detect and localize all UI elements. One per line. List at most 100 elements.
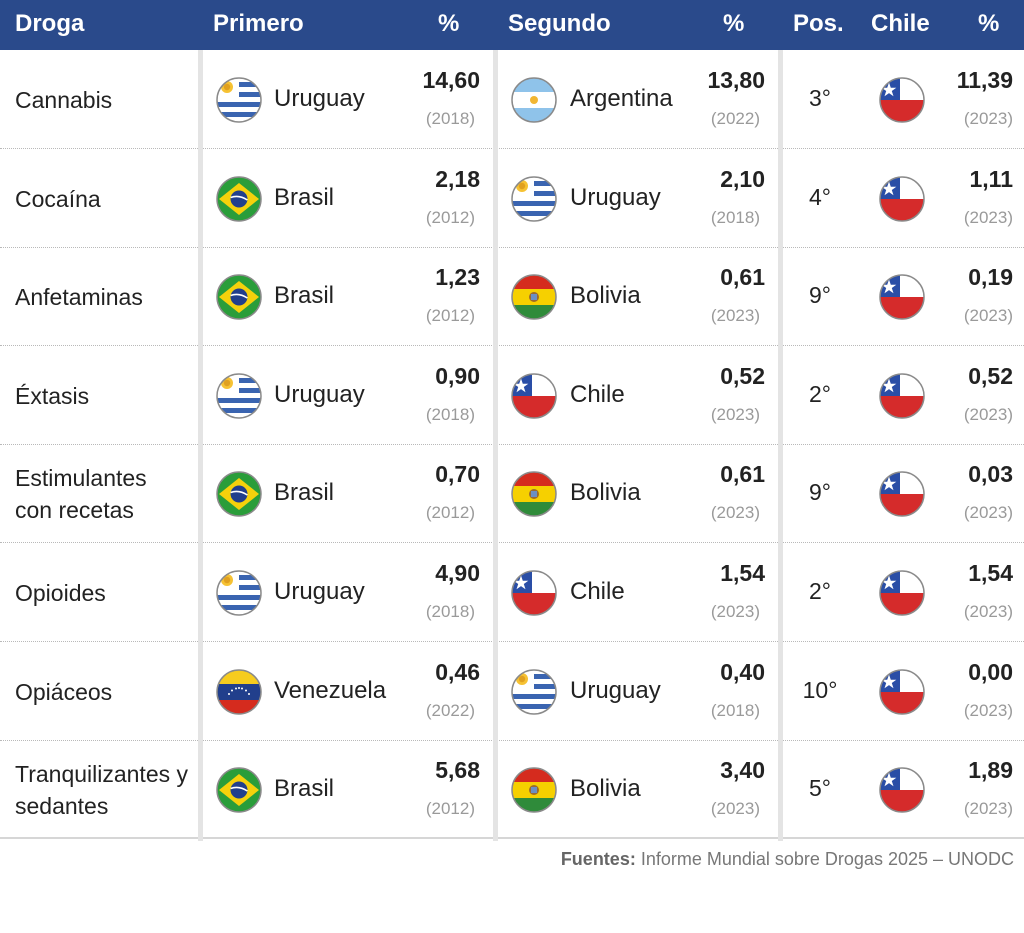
second-value: 0,61 xyxy=(720,264,765,290)
venezuela-flag-icon xyxy=(215,668,263,716)
first-country: Uruguay xyxy=(274,578,365,605)
table-row: Tranquilizantes y sedantes Brasil 5,68 (201… xyxy=(0,741,1024,839)
header-percent-second: % xyxy=(723,10,745,37)
first-year: (2012) xyxy=(425,306,475,325)
chile-year: (2023) xyxy=(963,799,1013,818)
brazil-flag-icon xyxy=(215,766,263,814)
uruguay-flag-icon xyxy=(510,668,558,716)
chile-flag-icon xyxy=(878,76,926,124)
chile-flag-icon xyxy=(878,668,926,716)
chile-year: (2023) xyxy=(963,109,1013,128)
drug-name: Cannabis xyxy=(15,87,113,113)
chile-position: 3° xyxy=(809,85,831,111)
header-percent-chile: % xyxy=(978,10,1000,37)
first-value: 0,90 xyxy=(435,363,480,389)
second-year: (2023) xyxy=(710,503,760,522)
first-year: (2018) xyxy=(425,109,475,128)
second-value: 13,80 xyxy=(707,67,765,93)
first-value: 14,60 xyxy=(422,67,480,93)
second-year: (2023) xyxy=(710,405,760,424)
second-country: Bolivia xyxy=(570,282,641,309)
second-country: Argentina xyxy=(570,85,673,112)
second-country: Uruguay xyxy=(570,677,661,704)
uruguay-flag-icon xyxy=(215,372,263,420)
chile-year: (2023) xyxy=(963,208,1013,227)
table-row: Cocaína Brasil 2,18 (2012) Uruguay 2,10 (2018)… xyxy=(0,150,1024,248)
column-divider xyxy=(778,50,783,841)
chile-flag-icon xyxy=(878,175,926,223)
second-country: Chile xyxy=(570,578,625,605)
first-year: (2018) xyxy=(425,602,475,621)
source-label: Fuentes: xyxy=(560,849,636,869)
second-value: 2,10 xyxy=(720,166,765,192)
second-value: 0,52 xyxy=(720,363,765,389)
chile-flag-icon xyxy=(510,569,558,617)
chile-position: 4° xyxy=(809,184,831,210)
drug-name: Opioides xyxy=(15,580,106,606)
header-chile: Chile xyxy=(871,10,930,37)
chile-year: (2023) xyxy=(963,306,1013,325)
chile-flag-icon xyxy=(878,470,926,518)
second-year: (2023) xyxy=(710,602,760,621)
chile-value: 0,03 xyxy=(968,461,1013,487)
second-country: Uruguay xyxy=(570,184,661,211)
bolivia-flag-icon xyxy=(510,470,558,518)
first-country: Uruguay xyxy=(274,381,365,408)
chile-value: 11,39 xyxy=(956,67,1013,93)
chile-year: (2023) xyxy=(963,405,1013,424)
column-divider xyxy=(493,50,498,841)
second-year: (2022) xyxy=(710,109,760,128)
table-row: Anfetaminas Brasil 1,23 (2012) Bolivia 0,61 (2… xyxy=(0,248,1024,346)
chile-position: 2° xyxy=(809,578,831,604)
header-droga: Droga xyxy=(15,10,85,37)
header-pos: Pos. xyxy=(793,10,844,37)
header-segundo: Segundo xyxy=(508,10,611,37)
uruguay-flag-icon xyxy=(215,569,263,617)
first-country: Brasil xyxy=(274,775,335,802)
first-value: 2,18 xyxy=(435,166,480,192)
chile-position: 2° xyxy=(809,381,831,407)
first-year: (2012) xyxy=(425,799,475,818)
chile-flag-icon xyxy=(878,569,926,617)
chile-value: 1,89 xyxy=(968,757,1013,783)
header-primero: Primero xyxy=(213,10,304,37)
first-year: (2012) xyxy=(425,208,475,227)
drug-name: Cocaína xyxy=(15,186,101,212)
chile-flag-icon xyxy=(510,372,558,420)
second-year: (2018) xyxy=(710,701,760,720)
chile-value: 0,52 xyxy=(968,363,1013,389)
brazil-flag-icon xyxy=(215,470,263,518)
second-value: 3,40 xyxy=(720,757,765,783)
chile-value: 0,00 xyxy=(968,659,1013,685)
first-country: Brasil xyxy=(274,479,335,506)
brazil-flag-icon xyxy=(215,273,263,321)
chile-year: (2023) xyxy=(963,701,1013,720)
bolivia-flag-icon xyxy=(510,766,558,814)
first-value: 1,23 xyxy=(435,264,480,290)
chile-position: 9° xyxy=(809,282,831,308)
column-divider xyxy=(198,50,203,841)
drug-name: Éxtasis xyxy=(15,383,90,409)
second-year: (2023) xyxy=(710,799,760,818)
table-row: Opiáceos Venezuela 0,46 (2022) Uruguay 0,40 (2… xyxy=(0,643,1024,741)
argentina-flag-icon xyxy=(510,76,558,124)
first-country: Brasil xyxy=(274,184,335,211)
first-country: Uruguay xyxy=(274,85,365,112)
first-value: 4,90 xyxy=(435,560,480,586)
chile-flag-icon xyxy=(878,372,926,420)
drug-name: Tranquilizantes y sedantes xyxy=(15,761,189,819)
chile-value: 0,19 xyxy=(968,264,1013,290)
first-value: 5,68 xyxy=(435,757,480,783)
first-year: (2018) xyxy=(425,405,475,424)
chile-position: 10° xyxy=(802,677,838,703)
second-year: (2018) xyxy=(710,208,760,227)
first-country: Brasil xyxy=(274,282,335,309)
source-note: Fuentes: Informe Mundial sobre Drogas 20… xyxy=(561,849,1014,870)
source-text: Informe Mundial sobre Drogas 2025 – UNOD… xyxy=(635,849,1014,869)
chile-position: 9° xyxy=(809,479,831,505)
first-country: Venezuela xyxy=(274,677,387,704)
first-year: (2022) xyxy=(425,701,475,720)
second-value: 0,40 xyxy=(720,659,765,685)
drug-name: Estimulantes con recetas xyxy=(15,465,147,523)
second-country: Bolivia xyxy=(570,479,641,506)
